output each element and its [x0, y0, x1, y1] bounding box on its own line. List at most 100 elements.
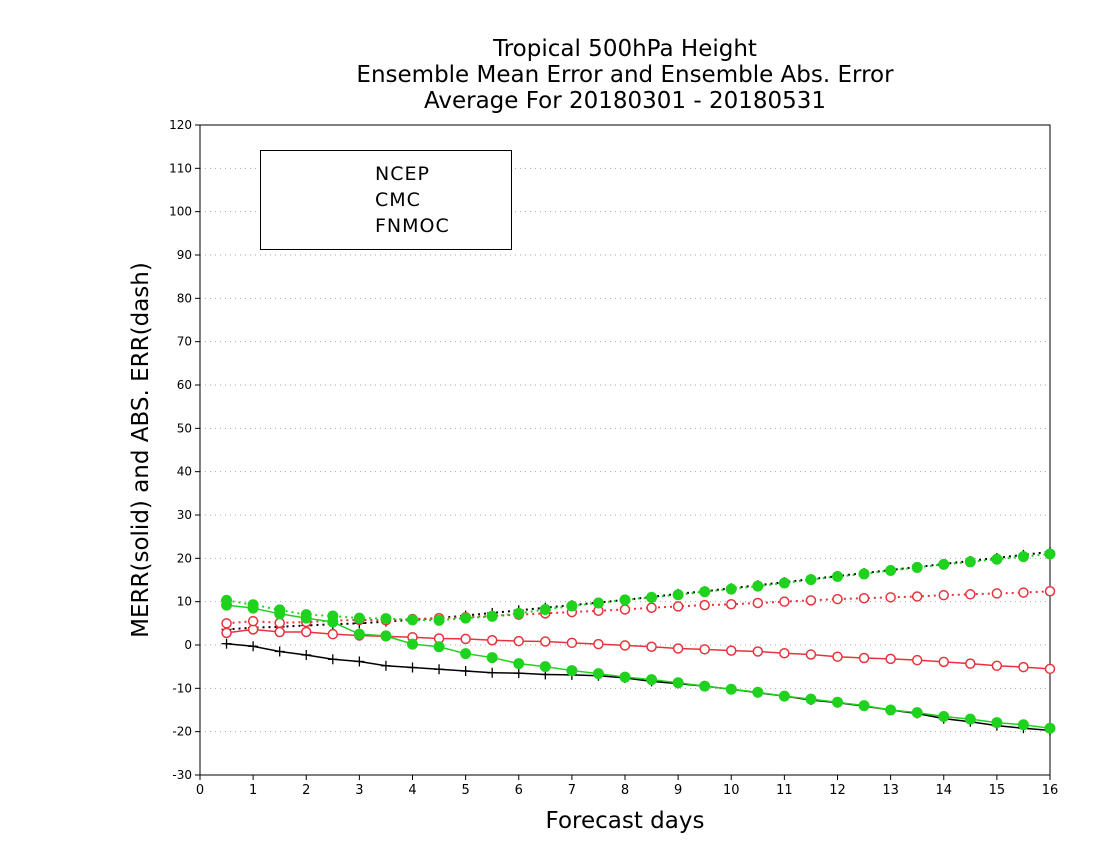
point-cmc-merr-11 — [513, 635, 524, 647]
point-cmc-merr-31 — [1044, 663, 1056, 675]
point-cmc-merr-4 — [327, 628, 339, 640]
point-cmc-merr-18 — [699, 644, 710, 655]
point-cmc-merr-16 — [646, 641, 657, 652]
point-cmc-merr-26 — [911, 654, 923, 666]
point-fnmoc-abs-err-12 — [539, 603, 551, 615]
legend: NCEP CMC FNMOC — [260, 150, 512, 250]
x-tick-label-10: 10 — [723, 783, 740, 798]
point-ncep-merr-3 — [301, 649, 312, 660]
point-cmc-merr-22 — [805, 649, 817, 660]
point-cmc-merr-13 — [566, 637, 578, 649]
point-fnmoc-merr-19 — [725, 683, 737, 695]
x-tick-label-14: 14 — [935, 783, 952, 798]
series-cmc-merr — [221, 624, 1056, 675]
point-cmc-abs-err-0 — [221, 618, 232, 629]
point-fnmoc-abs-err-17 — [672, 589, 684, 601]
chart-title-line-2: Ensemble Mean Error and Ensemble Abs. Er… — [356, 62, 894, 88]
point-cmc-abs-err-23 — [832, 593, 843, 605]
x-tick-label-0: 0 — [196, 783, 204, 798]
point-cmc-abs-err-24 — [858, 592, 870, 604]
series-line-ncep-merr — [226, 642, 1051, 732]
point-fnmoc-merr-20 — [752, 686, 764, 698]
legend-label-cmc: CMC — [375, 189, 421, 211]
point-cmc-abs-err-18 — [699, 599, 710, 611]
y-tick-label-70: 70 — [177, 335, 192, 349]
point-ncep-merr-11 — [513, 668, 524, 679]
point-fnmoc-merr-12 — [539, 661, 551, 673]
point-fnmoc-abs-err-16 — [646, 591, 658, 603]
x-axis-label: Forecast days — [545, 808, 705, 834]
point-fnmoc-abs-err-24 — [858, 568, 870, 580]
point-fnmoc-abs-err-21 — [778, 577, 790, 589]
point-cmc-merr-2 — [274, 626, 285, 638]
point-fnmoc-abs-err-14 — [592, 597, 604, 609]
point-cmc-abs-err-19 — [726, 599, 737, 610]
point-cmc-merr-24 — [858, 652, 870, 664]
point-fnmoc-merr-14 — [592, 668, 604, 680]
series-fnmoc-abs-err — [221, 548, 1056, 626]
series-group — [221, 546, 1056, 736]
point-fnmoc-merr-15 — [619, 671, 631, 683]
point-fnmoc-abs-err-18 — [699, 586, 711, 598]
point-fnmoc-merr-27 — [938, 711, 950, 722]
point-cmc-merr-15 — [619, 640, 631, 651]
y-tick-label-20: 20 — [177, 551, 192, 565]
point-cmc-merr-19 — [726, 645, 737, 656]
point-fnmoc-merr-31 — [1044, 722, 1056, 734]
point-fnmoc-abs-err-22 — [805, 574, 817, 586]
point-cmc-abs-err-20 — [752, 597, 764, 609]
point-fnmoc-abs-err-27 — [938, 558, 950, 570]
series-line-cmc-abs-err — [226, 590, 1051, 625]
point-fnmoc-abs-err-4 — [327, 610, 339, 622]
point-cmc-abs-err-30 — [1018, 587, 1029, 598]
point-fnmoc-abs-err-29 — [991, 553, 1003, 565]
x-tick-label-1: 1 — [249, 783, 257, 798]
point-cmc-merr-30 — [1018, 661, 1029, 673]
y-tick-label-90: 90 — [177, 248, 192, 262]
point-fnmoc-abs-err-31 — [1044, 548, 1056, 560]
point-cmc-merr-20 — [752, 646, 764, 657]
series-ncep-merr — [221, 638, 1055, 736]
point-cmc-abs-err-25 — [885, 592, 896, 603]
point-fnmoc-abs-err-25 — [885, 564, 897, 576]
y-tick-label-40: 40 — [177, 465, 192, 479]
point-fnmoc-abs-err-26 — [911, 561, 923, 573]
point-cmc-abs-err-15 — [619, 604, 631, 615]
x-tick-label-3: 3 — [355, 783, 363, 798]
point-ncep-merr-4 — [327, 654, 338, 665]
point-cmc-merr-10 — [486, 634, 498, 646]
point-fnmoc-abs-err-2 — [274, 604, 286, 616]
point-cmc-merr-28 — [965, 658, 976, 669]
x-tick-label-11: 11 — [776, 783, 793, 798]
point-cmc-abs-err-29 — [991, 588, 1003, 599]
point-fnmoc-abs-err-8 — [433, 614, 445, 626]
point-fnmoc-merr-21 — [778, 690, 790, 702]
point-fnmoc-merr-7 — [407, 638, 418, 650]
point-cmc-merr-25 — [885, 653, 896, 665]
x-tick-label-9: 9 — [674, 783, 682, 798]
y-tick-label-100: 100 — [169, 205, 192, 219]
point-fnmoc-merr-18 — [699, 680, 711, 692]
point-cmc-abs-err-1 — [247, 615, 259, 627]
series-cmc-abs-err — [221, 586, 1056, 629]
point-cmc-abs-err-26 — [911, 591, 923, 602]
legend-label-fnmoc: FNMOC — [375, 215, 450, 237]
point-cmc-abs-err-2 — [274, 617, 285, 629]
point-fnmoc-abs-err-6 — [380, 613, 392, 625]
point-fnmoc-abs-err-15 — [619, 594, 631, 606]
point-ncep-merr-2 — [274, 646, 285, 657]
point-cmc-merr-23 — [832, 651, 843, 662]
point-fnmoc-abs-err-23 — [832, 571, 843, 583]
point-fnmoc-abs-err-28 — [964, 556, 976, 568]
series-line-fnmoc-merr — [226, 604, 1051, 729]
point-cmc-abs-err-21 — [779, 596, 790, 607]
point-fnmoc-abs-err-9 — [460, 612, 472, 624]
series-line-fnmoc-abs-err — [226, 553, 1051, 622]
point-fnmoc-merr-26 — [911, 707, 923, 719]
point-fnmoc-merr-30 — [1017, 719, 1029, 731]
chart-title-line-1: Tropical 500hPa Height — [493, 36, 757, 62]
point-ncep-merr-6 — [380, 660, 391, 671]
point-cmc-merr-21 — [779, 647, 790, 659]
point-fnmoc-merr-9 — [460, 648, 472, 660]
